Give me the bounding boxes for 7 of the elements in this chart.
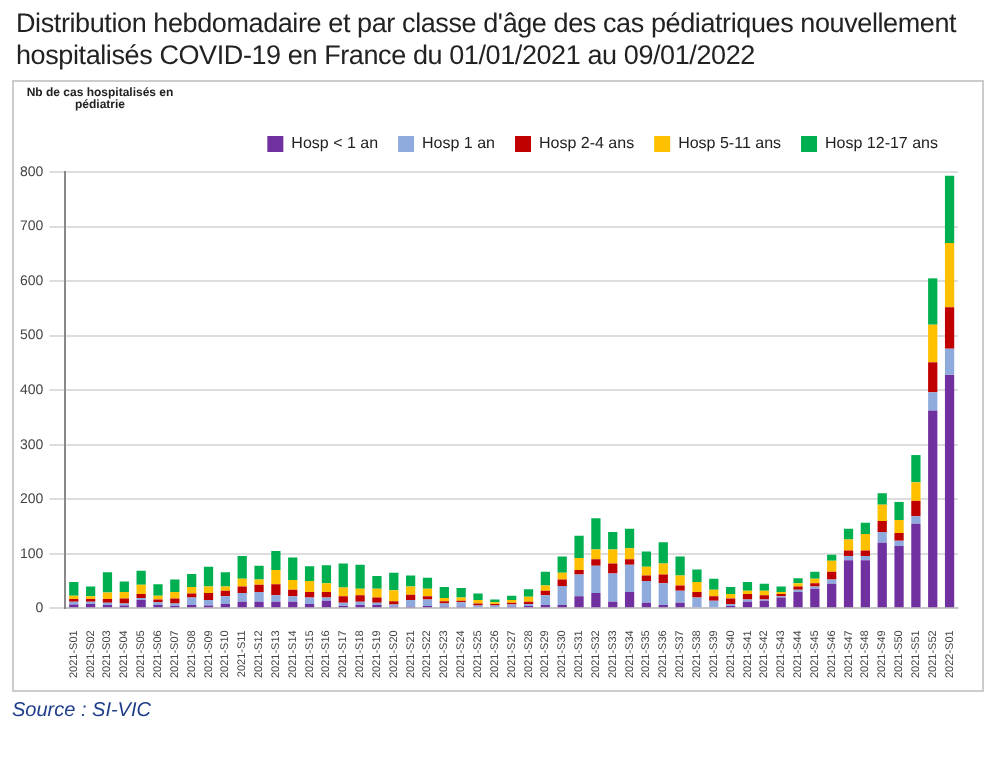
legend-label: Hosp 1 an xyxy=(422,134,495,153)
source-note: Source : SI-VIC xyxy=(12,700,151,722)
legend-label: Hosp 5-11 ans xyxy=(678,134,782,153)
legend-label: Hosp 12-17 ans xyxy=(825,134,939,153)
legend-label: Hosp < 1 an xyxy=(291,134,379,153)
legend-label: Hosp 2-4 ans xyxy=(539,134,635,153)
chart-title: Distribution hebdomadaire et par classe d'âge des cas pédiatriques nouvellement hospitalisés COVID-19 en France du 01/01/2021 au 09/01/2022 xyxy=(16,8,959,72)
